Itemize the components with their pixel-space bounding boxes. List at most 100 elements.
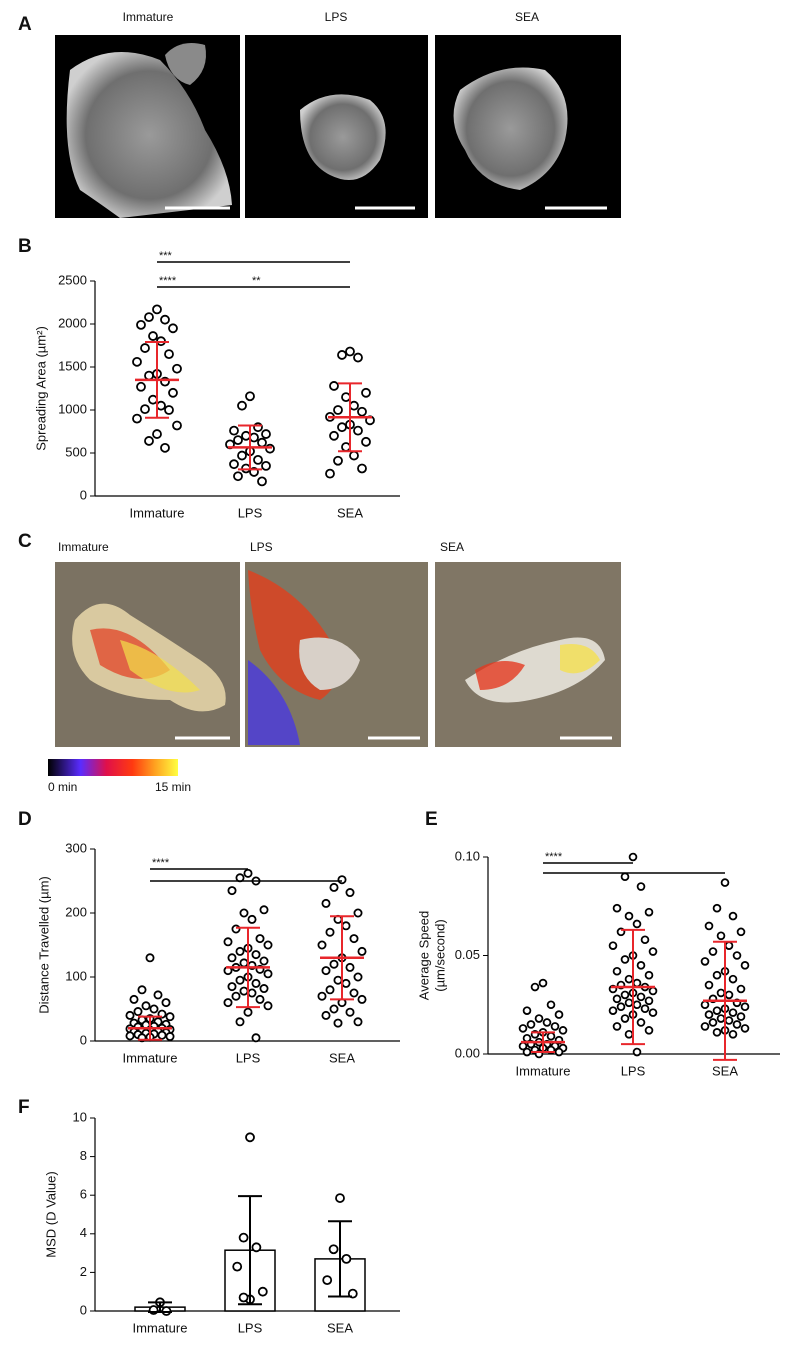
data-point [233, 471, 243, 482]
data-point [249, 432, 259, 443]
data-point [132, 413, 142, 424]
data-point [140, 404, 150, 415]
data-point [644, 1026, 654, 1035]
data-point [724, 990, 734, 1000]
data-point [259, 905, 269, 915]
data-point [231, 991, 241, 1001]
y-axis-label: Spreading Area (µm²) [33, 326, 48, 451]
x-tick-label: Immature [123, 1050, 178, 1065]
data-point [325, 468, 335, 479]
data-point [640, 935, 650, 945]
data-point [144, 370, 154, 381]
image-title: SEA [515, 10, 539, 24]
significance-label: **** [159, 275, 177, 287]
data-point [172, 420, 182, 431]
data-point [247, 914, 257, 924]
data-point [251, 1033, 261, 1043]
data-point [648, 986, 658, 996]
data-point [247, 988, 257, 998]
y-tick-label: 8 [80, 1148, 87, 1163]
data-point [232, 1261, 243, 1272]
data-point [321, 966, 331, 976]
data-point [229, 425, 239, 436]
data-point [257, 437, 267, 448]
y-tick-label: 6 [80, 1187, 87, 1202]
data-point [620, 872, 630, 881]
data-point [328, 1244, 339, 1255]
x-tick-label: LPS [621, 1063, 646, 1078]
x-tick-label: Immature [516, 1063, 571, 1078]
data-point [243, 1007, 253, 1017]
data-point [136, 319, 146, 330]
x-tick-label: LPS [236, 1050, 261, 1065]
data-point [239, 958, 249, 968]
data-point [542, 1018, 552, 1027]
data-point [255, 934, 265, 944]
y-tick-label: 2500 [58, 272, 87, 287]
data-point [612, 903, 622, 913]
data-point [133, 1007, 143, 1017]
data-point [329, 1004, 339, 1014]
data-point [148, 331, 158, 341]
data-point [349, 450, 359, 461]
data-point [728, 974, 738, 984]
data-point [554, 1047, 564, 1057]
data-point [740, 961, 750, 970]
y-tick-label: 200 [65, 904, 87, 919]
data-point [712, 903, 722, 913]
data-point [612, 994, 622, 1004]
data-point [223, 937, 233, 947]
data-point [141, 1001, 151, 1011]
data-point [251, 978, 261, 988]
data-point [632, 1000, 642, 1010]
data-point [632, 919, 642, 929]
y-tick-label: 1000 [58, 401, 87, 416]
data-point [644, 907, 654, 917]
data-point [628, 852, 638, 862]
data-point [612, 966, 622, 976]
data-point [624, 1030, 634, 1039]
data-point [333, 455, 343, 466]
data-point [632, 978, 642, 988]
data-point [345, 962, 355, 972]
data-point [325, 985, 335, 995]
data-point [740, 1002, 750, 1012]
data-point [345, 1007, 355, 1017]
data-point [257, 1286, 268, 1297]
y-tick-label: 2 [80, 1264, 87, 1279]
data-point [165, 1032, 175, 1042]
image-title: SEA [440, 540, 464, 554]
data-point [636, 1018, 646, 1027]
data-point [259, 956, 269, 966]
data-point [357, 946, 367, 956]
data-point [644, 996, 654, 1006]
data-point [636, 882, 646, 891]
data-point [137, 985, 147, 995]
data-point [253, 422, 263, 433]
data-point [616, 1002, 626, 1012]
image-title: LPS [325, 10, 348, 24]
data-point [329, 430, 339, 441]
data-point [361, 387, 371, 398]
panel-label: A [18, 14, 32, 35]
data-point [546, 1000, 556, 1010]
data-point [144, 436, 154, 446]
data-point [538, 978, 548, 988]
y-tick-label: 0 [80, 1302, 87, 1317]
data-point [341, 978, 351, 988]
data-point [608, 1006, 618, 1015]
y-tick-label: 500 [65, 444, 87, 459]
data-point [335, 1193, 345, 1203]
data-point [337, 422, 347, 433]
data-point [716, 988, 726, 998]
data-point [229, 459, 239, 470]
data-point [333, 1018, 343, 1028]
data-point [255, 994, 265, 1004]
data-point [620, 1014, 630, 1023]
data-point [145, 953, 155, 963]
significance-label: ** [252, 275, 261, 287]
data-point [546, 1031, 556, 1041]
image-title: LPS [250, 540, 273, 554]
panel-label: B [18, 236, 32, 257]
data-point [261, 429, 271, 439]
